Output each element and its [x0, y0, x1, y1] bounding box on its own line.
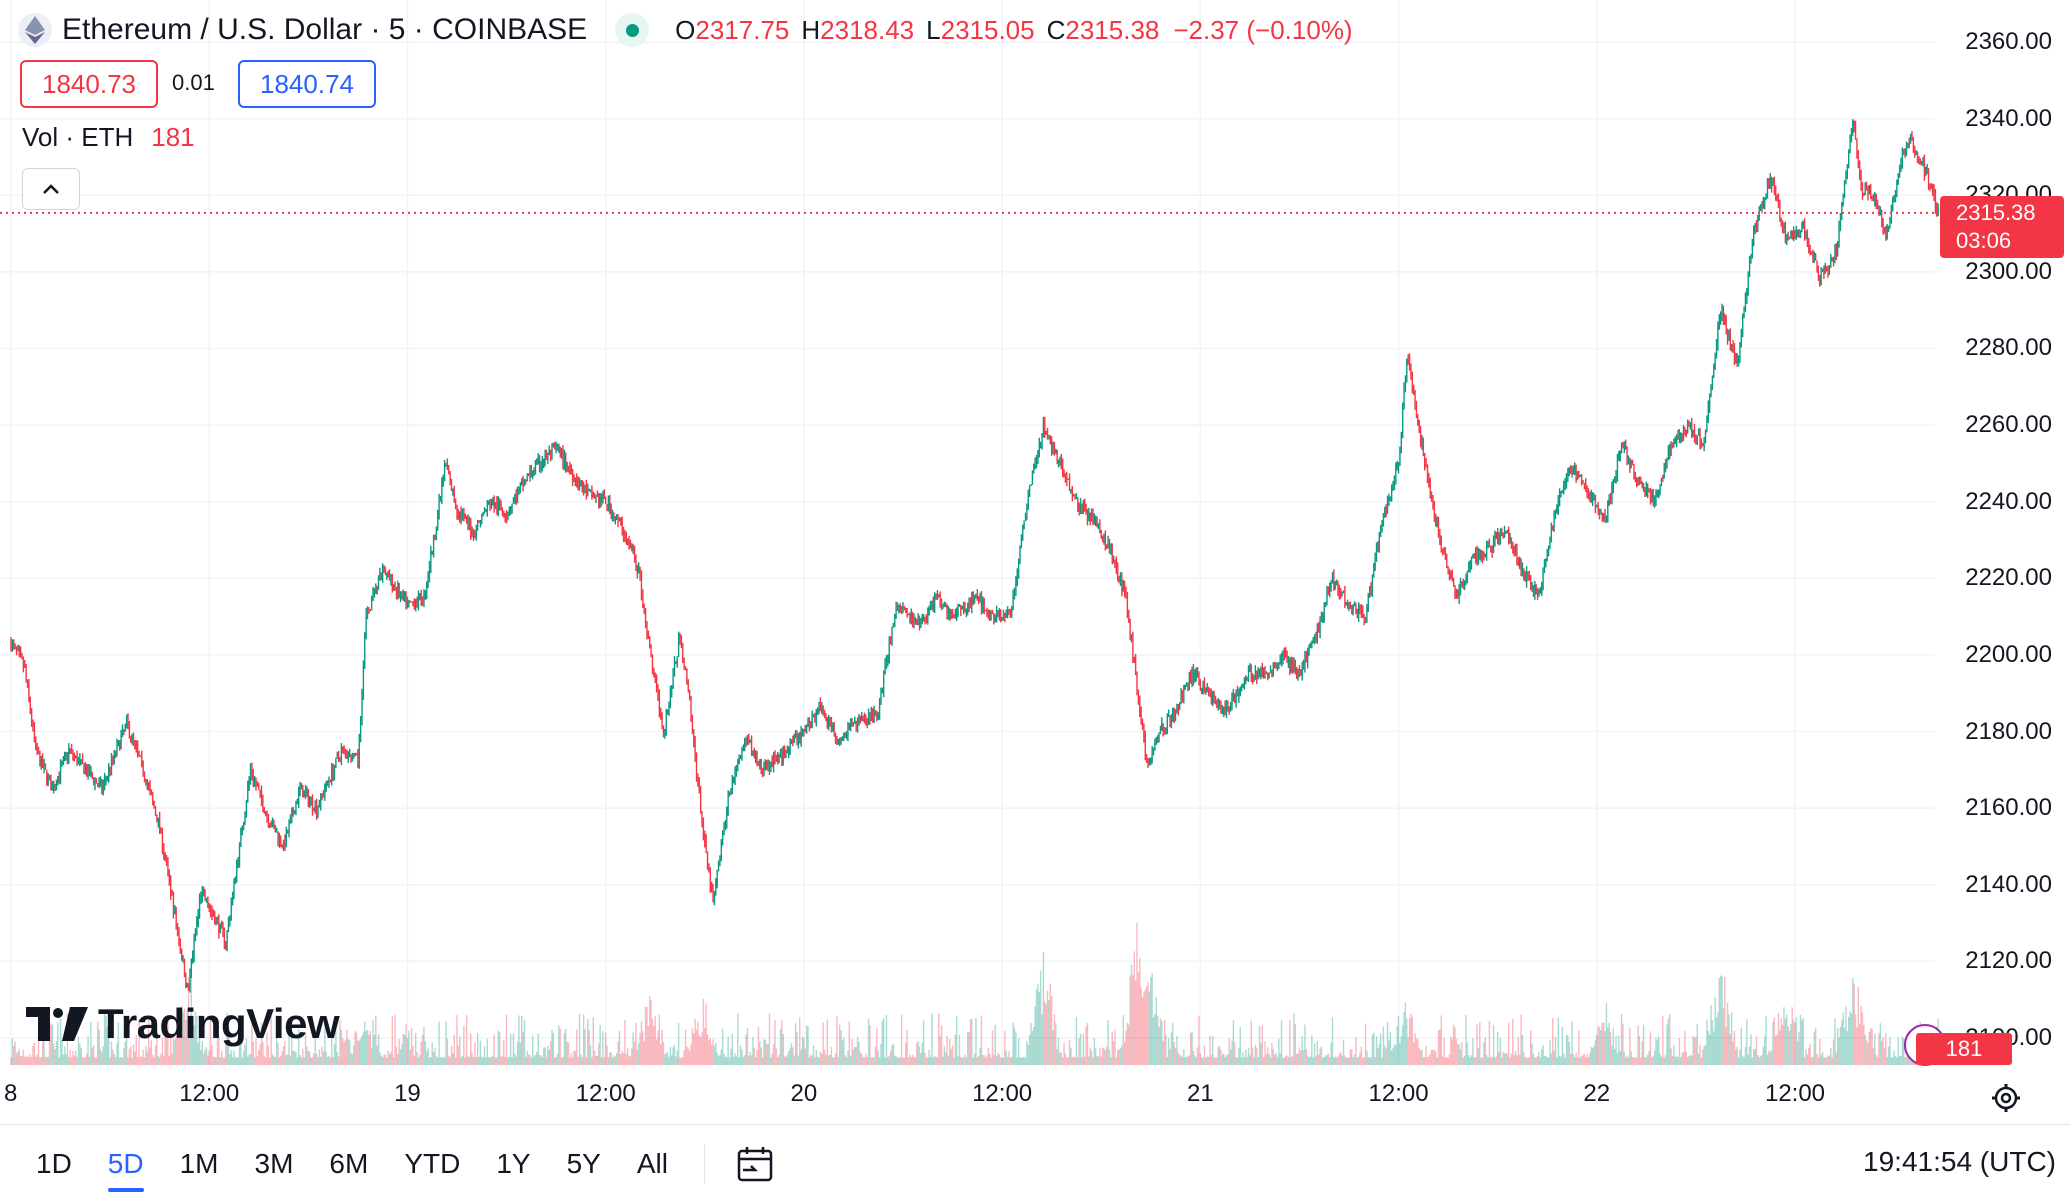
ohlc-c: C2315.38 — [1046, 14, 1160, 45]
timeframe-1m[interactable]: 1M — [179, 1148, 219, 1179]
price-tick-label: 2120.00 — [1965, 947, 2052, 975]
timeframe-all[interactable]: All — [636, 1148, 668, 1179]
volume-bars — [10, 922, 1939, 1065]
volume-legend: Vol · ETH 181 — [22, 122, 195, 153]
chart-header: Ethereum / U.S. Dollar · 5 · COINBASE O2… — [18, 8, 1353, 52]
ohlc-o: O2317.75 — [675, 14, 790, 45]
toolbar-divider — [703, 1144, 705, 1184]
volume-value: 181 — [151, 122, 195, 152]
price-tick-label: 2280.00 — [1965, 334, 2052, 362]
price-tick-label: 2300.00 — [1965, 257, 2052, 285]
price-tick-label: 2340.00 — [1965, 104, 2052, 132]
ohlc-h: H2318.43 — [801, 14, 915, 45]
ethereum-icon — [18, 13, 52, 47]
spread-value: 0.01 — [172, 70, 215, 95]
time-tick-label: 22 — [1583, 1080, 1611, 1107]
time-tick-label: 12:00 — [972, 1080, 1033, 1107]
date-range-icon[interactable] — [735, 1144, 775, 1184]
candlesticks — [10, 119, 1939, 993]
price-tick-label: 2360.00 — [1965, 28, 2052, 55]
price-tick-label: 2140.00 — [1965, 870, 2052, 898]
price-tick-label: 2200.00 — [1965, 640, 2052, 668]
timeframe-1d[interactable]: 1D — [36, 1148, 72, 1179]
buy-button[interactable]: 1840.74 — [238, 60, 376, 108]
time-tick-label: 12:00 — [1764, 1080, 1826, 1107]
last-price-label: 2315.38 03:06 — [1940, 196, 2064, 258]
timeframe-6m[interactable]: 6M — [329, 1148, 369, 1179]
bar-countdown: 03:06 — [1956, 228, 2012, 253]
time-tick-label: 8 — [4, 1080, 18, 1107]
ohlc-values: O2317.75 H2318.43 L2315.05 C2315.38 — [675, 15, 1159, 46]
timeframe-toolbar: 1D 5D 1M 3M 6M YTD 1Y 5Y All — [0, 1124, 2070, 1203]
tradingview-logo-icon — [26, 1007, 88, 1041]
logo-text: TradingView — [98, 1000, 340, 1047]
time-tick-label: 12:00 — [1368, 1080, 1429, 1107]
time-tick-label: 21 — [1186, 1080, 1214, 1107]
volume-label: Vol · ETH — [22, 122, 134, 152]
settings-gear-icon[interactable] — [1990, 1082, 2022, 1114]
timeframe-5d[interactable]: 5D — [107, 1144, 144, 1192]
timeframe-3m[interactable]: 3M — [254, 1148, 294, 1179]
symbol-title[interactable]: Ethereum / U.S. Dollar · 5 · COINBASE — [62, 13, 588, 46]
sell-button[interactable]: 1840.73 — [20, 60, 158, 108]
chevron-up-icon — [43, 184, 59, 194]
collapse-legend-button[interactable] — [22, 168, 80, 210]
market-open-indicator-icon — [615, 13, 650, 47]
timeframe-5y[interactable]: 5Y — [566, 1148, 601, 1179]
time-tick-label: 12:00 — [179, 1080, 240, 1107]
price-tick-label: 2180.00 — [1965, 717, 2052, 745]
chart-grid — [0, 0, 1935, 1065]
tradingview-logo: TradingView — [26, 1000, 340, 1048]
volume-last-label: 181 — [1916, 1033, 2012, 1065]
time-tick-label: 19 — [394, 1080, 421, 1107]
time-tick-label: 12:00 — [575, 1080, 636, 1107]
ohlc-l: L2315.05 — [926, 14, 1035, 45]
timeframe-1y[interactable]: 1Y — [496, 1148, 531, 1179]
price-tick-label: 2160.00 — [1965, 794, 2052, 822]
time-tick-label: 20 — [790, 1080, 818, 1107]
price-tick-label: 2220.00 — [1965, 564, 2052, 592]
utc-clock[interactable]: 19:41:54 (UTC) — [1863, 1146, 2056, 1177]
price-change: −2.37 (−0.10%) — [1173, 14, 1353, 45]
price-tick-label: 2240.00 — [1965, 487, 2052, 515]
last-price-value: 2315.38 — [1956, 200, 2036, 225]
timeframe-ytd[interactable]: YTD — [404, 1148, 461, 1179]
price-tick-label: 2260.00 — [1965, 411, 2052, 439]
price-chart[interactable] — [0, 0, 2070, 1070]
